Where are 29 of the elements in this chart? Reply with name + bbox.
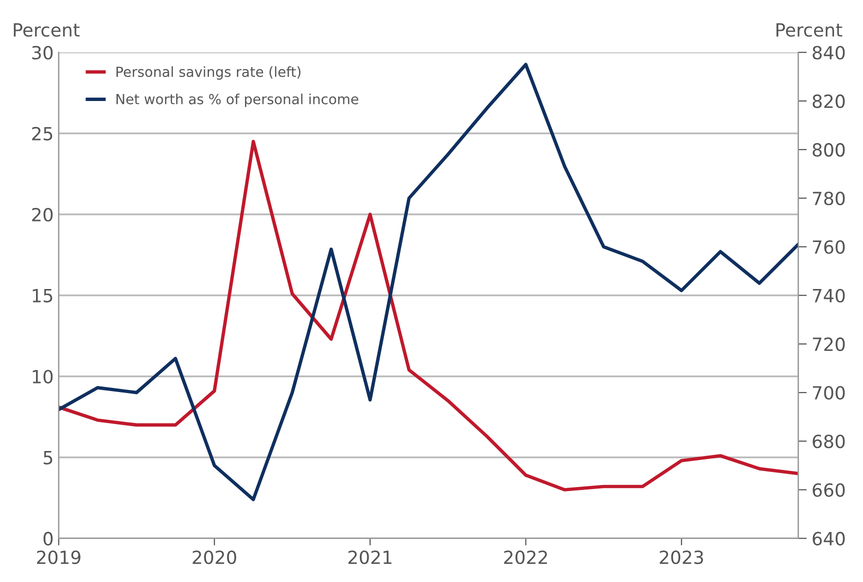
line-series	[58, 140, 798, 492]
x-tick-label: 2020	[192, 550, 236, 564]
y2-tick-label: 660	[812, 483, 845, 497]
legend-label: Net worth as % of personal income	[116, 94, 358, 108]
y-tick-label: 30	[32, 46, 53, 60]
y2-tick-label: 760	[812, 240, 845, 254]
y2-tick-label: 820	[812, 94, 845, 108]
y-tick-label: 20	[32, 208, 53, 222]
y2-tick-label: 800	[812, 143, 845, 157]
y-axis-title: Percent	[14, 23, 80, 37]
x-tick-label: 2022	[504, 550, 547, 564]
line-series	[58, 62, 798, 502]
y2-tick-label: 640	[812, 532, 845, 546]
y-tick-label: 10	[32, 370, 53, 384]
y-tick-label: 0	[44, 532, 53, 546]
y-tick-label: 15	[32, 289, 52, 302]
x-tick-label: 2021	[348, 550, 392, 564]
y-tick-label: 5	[44, 451, 52, 464]
y2-axis-title: Percent	[776, 23, 842, 37]
legend-label: Personal savings rate (left)	[116, 66, 300, 80]
y2-tick-label: 840	[812, 46, 845, 60]
x-tick-label: 2023	[660, 550, 704, 564]
y2-tick-label: 740	[812, 288, 845, 302]
x-tick-label: 2019	[37, 550, 80, 564]
y2-tick-label: 700	[812, 386, 845, 400]
y2-tick-label: 720	[812, 337, 845, 352]
y-tick-label: 25	[32, 126, 52, 140]
y2-tick-label: 780	[812, 192, 845, 206]
y2-tick-label: 680	[812, 434, 845, 448]
